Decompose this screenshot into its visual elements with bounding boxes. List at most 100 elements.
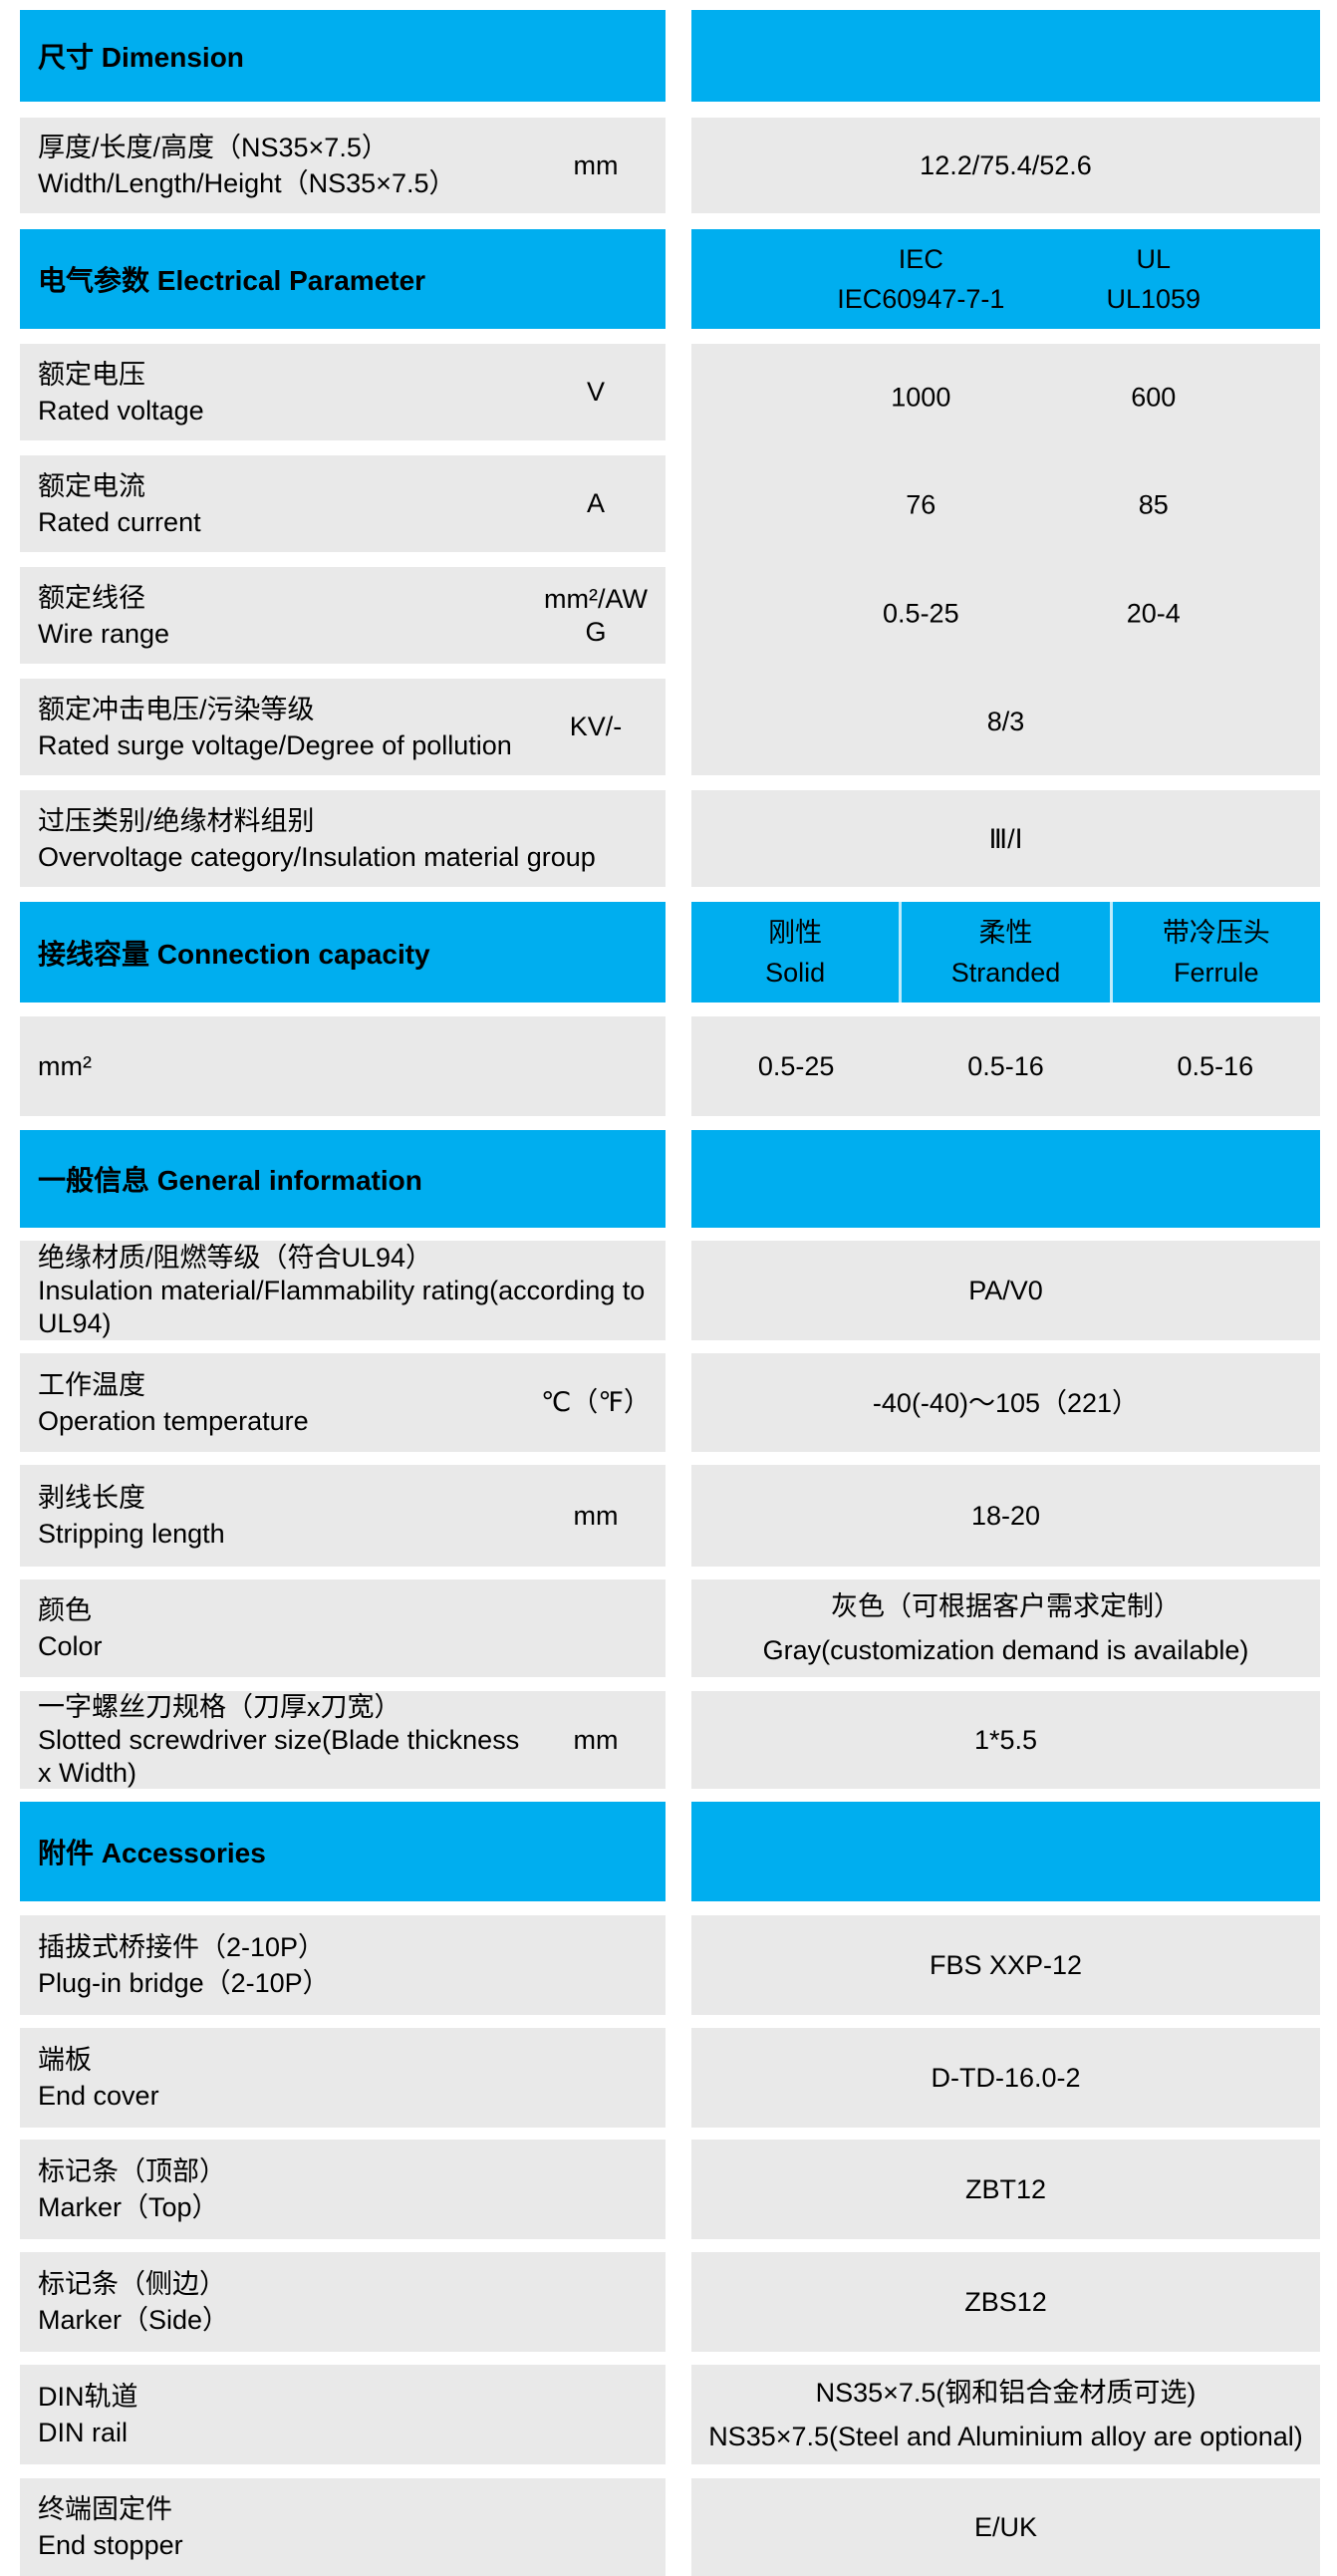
label: mm² (38, 1051, 92, 1081)
row-surge-label: 额定冲击电压/污染等级 Rated surge voltage/Degree o… (20, 679, 666, 775)
iec-standard: IEC60947-7-1 (837, 284, 1005, 314)
label-zh: 标记条（侧边） (38, 2269, 226, 2299)
label-cell: 厚度/长度/高度（NS35×7.5） Width/Length/Height（N… (20, 118, 666, 213)
section-title: 一般信息 General information (38, 1165, 422, 1196)
value-cell: D-TD-16.0-2 (691, 2028, 1320, 2128)
row-din-rail: DIN轨道 DIN rail NS35×7.5(钢和铝合金材质可选) NS35×… (20, 2365, 1320, 2464)
electrical-labels-column: 额定电压 Rated voltage V 额定电流 Rated current … (20, 344, 666, 775)
label-cell: DIN轨道 DIN rail (20, 2365, 666, 2464)
label-cell: 颜色 Color (20, 1579, 666, 1677)
row-end-stopper: 终端固定件 End stopper E/UK (20, 2478, 1320, 2576)
value: ZBS12 (964, 2287, 1047, 2317)
unit-label: mm (573, 1724, 619, 1755)
label-en: Wire range (38, 618, 170, 649)
stranded-value: 0.5-16 (901, 1016, 1110, 1116)
solid-column-header: 刚性 Solid (691, 902, 899, 1002)
section-header-dimension: 尺寸 Dimension (20, 10, 1320, 102)
label-cell: 过压类别/绝缘材料组别 Overvoltage category/Insulat… (20, 790, 666, 887)
row-size: 厚度/长度/高度（NS35×7.5） Width/Length/Height（N… (20, 118, 1320, 213)
electrical-standards-cell: IEC IEC60947-7-1 UL UL1059 (691, 229, 1320, 329)
value: 0.5-16 (967, 1051, 1044, 1081)
label-zh: 额定冲击电压/污染等级 (38, 694, 315, 724)
ferrule-en: Ferrule (1174, 957, 1259, 988)
value-cell: ZBT12 (691, 2140, 1320, 2239)
label-en: Rated surge voltage/Degree of pollution (38, 729, 512, 760)
label-en: Width/Length/Height（NS35×7.5） (38, 168, 456, 198)
value-en: Gray(customization demand is available) (762, 1635, 1249, 1665)
row-color: 颜色 Color 灰色（可根据客户需求定制） Gray(customizatio… (20, 1579, 1320, 1677)
label-zh: 端板 (38, 2045, 92, 2075)
value: E/UK (973, 2512, 1038, 2542)
ul-label: UL (1136, 244, 1172, 274)
label-en: Plug-in bridge（2-10P） (38, 1968, 330, 1998)
value-cell: E/UK (691, 2478, 1320, 2576)
label-zh: 绝缘材质/阻燃等级（符合UL94） (38, 1242, 433, 1273)
value: 0.5-25 (757, 1051, 835, 1081)
wire-range-values: 0.5-25 20-4 (691, 560, 1320, 668)
row-capacity-mm2: mm² 0.5-25 0.5-16 0.5-16 (20, 1016, 1320, 1116)
value-cell: 12.2/75.4/52.6 (691, 118, 1320, 213)
row-wire-range-label: 额定线径 Wire range mm²/AWG (20, 567, 666, 664)
row-marker-side: 标记条（侧边） Marker（Side） ZBS12 (20, 2252, 1320, 2352)
row-screwdriver: 一字螺丝刀规格（刀厚x刀宽） Slotted screwdriver size(… (20, 1691, 1320, 1789)
label-cell: 剥线长度 Stripping length mm (20, 1465, 666, 1567)
value-iec: 1000 (891, 382, 951, 413)
label-cell: 插拔式桥接件（2-10P） Plug-in bridge（2-10P） (20, 1915, 666, 2015)
label-en: End stopper (38, 2530, 183, 2560)
value-cell: 1*5.5 (691, 1691, 1320, 1789)
label-zh: 剥线长度 (38, 1483, 145, 1513)
section-header-spacer (691, 10, 1320, 102)
section-header-general: 一般信息 General information (20, 1130, 1320, 1228)
label-en: End cover (38, 2081, 159, 2111)
value-cell: 18-20 (691, 1465, 1320, 1567)
value-ul: 600 (1131, 382, 1177, 413)
row-end-cover: 端板 End cover D-TD-16.0-2 (20, 2028, 1320, 2128)
section-title-cell: 接线容量 Connection capacity (20, 902, 666, 1002)
section-title: 接线容量 Connection capacity (38, 938, 430, 970)
label-cell: 绝缘材质/阻燃等级（符合UL94） Insulation material/Fl… (20, 1241, 666, 1340)
label-zh: 一字螺丝刀规格（刀厚x刀宽） (38, 1691, 401, 1722)
value: 1*5.5 (973, 1725, 1038, 1755)
label-zh: 颜色 (38, 1595, 92, 1625)
label-en: Rated voltage (38, 395, 204, 426)
section-title: 尺寸 Dimension (38, 42, 244, 73)
row-marker-top: 标记条（顶部） Marker（Top） ZBT12 (20, 2140, 1320, 2239)
section-header-spacer (691, 1802, 1320, 1901)
row-insulation: 绝缘材质/阻燃等级（符合UL94） Insulation material/Fl… (20, 1241, 1320, 1340)
value: 0.5-16 (1177, 1051, 1254, 1081)
row-rated-current-label: 额定电流 Rated current A (20, 455, 666, 552)
unit-label: A (586, 488, 605, 518)
ferrule-zh: 带冷压头 (1162, 917, 1270, 948)
label-en: Marker（Top） (38, 2192, 219, 2222)
solid-value: 0.5-25 (691, 1016, 901, 1116)
label-zh: 额定电压 (38, 359, 145, 390)
section-header-accessories: 附件 Accessories (20, 1802, 1320, 1901)
value-ul: 85 (1138, 489, 1169, 520)
value-cell: Ⅲ/Ⅰ (691, 790, 1320, 887)
unit-label: ℃（℉） (540, 1387, 652, 1417)
value-cell: ZBS12 (691, 2252, 1320, 2352)
section-title-cell: 尺寸 Dimension (20, 10, 666, 102)
label-cell: 终端固定件 End stopper (20, 2478, 666, 2576)
value: -40(-40)～105（221） (872, 1387, 1140, 1418)
stranded-zh: 柔性 (978, 917, 1033, 948)
value-cell: NS35×7.5(钢和铝合金材质可选) NS35×7.5(Steel and A… (691, 2365, 1320, 2464)
ferrule-column-header: 带冷压头 Ferrule (1109, 902, 1320, 1002)
ul-column-header: UL UL1059 (1106, 239, 1201, 319)
section-title-cell: 附件 Accessories (20, 1802, 666, 1901)
iec-label: IEC (898, 244, 943, 274)
row-plug-in-bridge: 插拔式桥接件（2-10P） Plug-in bridge（2-10P） FBS … (20, 1915, 1320, 2015)
iec-column-header: IEC IEC60947-7-1 (837, 239, 1004, 319)
label-zh: 终端固定件 (38, 2494, 172, 2524)
value: Ⅲ/Ⅰ (988, 823, 1023, 854)
value-cell: FBS XXP-12 (691, 1915, 1320, 2015)
value-zh: 灰色（可根据客户需求定制） (831, 1591, 1181, 1621)
unit-label: mm (573, 1500, 619, 1531)
section-title: 电气参数 Electrical Parameter (38, 265, 426, 296)
label-zh: 额定线径 (38, 582, 145, 613)
value-cell: 灰色（可根据客户需求定制） Gray(customization demand … (691, 1579, 1320, 1677)
value: PA/V0 (968, 1276, 1043, 1305)
solid-en: Solid (765, 957, 826, 988)
value: 18-20 (970, 1501, 1041, 1531)
